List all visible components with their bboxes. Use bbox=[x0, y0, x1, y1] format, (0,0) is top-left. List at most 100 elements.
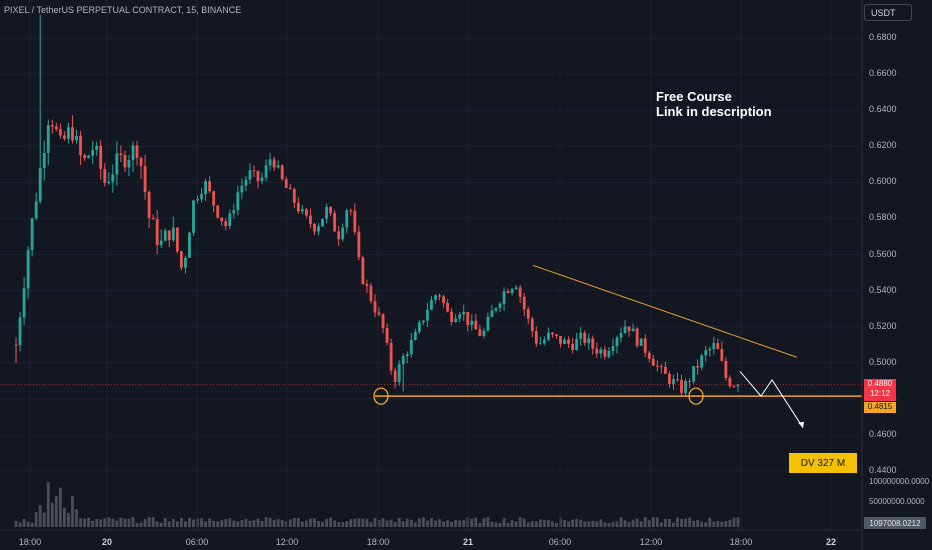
volume-bar bbox=[732, 517, 736, 527]
candle bbox=[333, 210, 337, 232]
candle bbox=[579, 326, 583, 346]
candle bbox=[514, 284, 518, 290]
volume-bar bbox=[179, 518, 183, 527]
volume-bar bbox=[50, 502, 54, 527]
volume-bar bbox=[228, 518, 232, 527]
candle bbox=[216, 205, 220, 219]
currency-selector[interactable]: USDT bbox=[864, 4, 912, 21]
volume-bar bbox=[434, 520, 437, 527]
trendline[interactable] bbox=[532, 264, 798, 358]
candle bbox=[728, 375, 732, 389]
candle bbox=[530, 316, 534, 338]
volume-bar bbox=[595, 521, 599, 527]
time-tick: 18:00 bbox=[729, 537, 753, 547]
candle bbox=[147, 190, 151, 229]
candle bbox=[67, 122, 70, 144]
candle bbox=[309, 208, 312, 229]
support-touch-circle-right[interactable] bbox=[688, 387, 704, 405]
candle bbox=[175, 227, 179, 254]
volume-bar bbox=[42, 512, 46, 527]
volume-bar bbox=[184, 521, 187, 527]
candle bbox=[14, 337, 18, 363]
chart-annotation[interactable]: Free Course Link in description bbox=[656, 89, 772, 119]
volume-bar bbox=[720, 521, 724, 527]
price-tick: 0.5200 bbox=[869, 320, 897, 331]
volume-bar bbox=[692, 520, 696, 527]
dv-label[interactable]: DV 327 M bbox=[789, 453, 857, 473]
candle bbox=[228, 209, 232, 230]
candle bbox=[50, 119, 54, 134]
volume-bar bbox=[421, 517, 425, 527]
price-tick: 0.4600 bbox=[869, 428, 897, 439]
annotation-line-2: Link in description bbox=[656, 104, 772, 119]
candle bbox=[635, 327, 639, 349]
candle bbox=[708, 346, 712, 357]
projection-path[interactable] bbox=[739, 371, 804, 428]
candle bbox=[131, 141, 135, 173]
volume-bar bbox=[373, 517, 377, 527]
candle bbox=[212, 190, 216, 213]
candle bbox=[522, 292, 526, 317]
volume-bar bbox=[175, 521, 179, 527]
candle bbox=[462, 304, 466, 321]
candle bbox=[623, 320, 627, 334]
candle bbox=[357, 225, 361, 261]
candle bbox=[450, 307, 454, 326]
volume-bar bbox=[317, 521, 320, 527]
price-tick: 0.6600 bbox=[869, 68, 897, 79]
volume-bar bbox=[603, 522, 607, 527]
volume-bar bbox=[506, 522, 510, 527]
candle bbox=[280, 164, 284, 181]
volume-bar bbox=[240, 520, 244, 527]
support-touch-circle-left[interactable] bbox=[373, 387, 389, 405]
candle bbox=[571, 337, 575, 354]
candle bbox=[119, 145, 123, 163]
volume-bar bbox=[619, 517, 623, 527]
candle bbox=[474, 313, 478, 330]
candle bbox=[232, 203, 236, 219]
volume-bar bbox=[736, 517, 740, 527]
candle bbox=[575, 332, 579, 351]
volume-bar bbox=[583, 521, 587, 527]
volume-bar bbox=[26, 521, 30, 527]
volume-bar bbox=[567, 521, 570, 527]
candle bbox=[732, 384, 736, 388]
candle bbox=[325, 203, 328, 223]
candle bbox=[430, 295, 433, 311]
candle bbox=[300, 204, 304, 215]
candle bbox=[676, 372, 679, 382]
candle bbox=[696, 359, 700, 375]
volume-bar bbox=[470, 518, 474, 527]
volume-bar bbox=[115, 520, 119, 527]
candle bbox=[595, 342, 599, 358]
price-tick: 0.6000 bbox=[869, 176, 897, 187]
chart-title: PIXEL / TetherUS PERPETUAL CONTRACT, 15,… bbox=[4, 5, 242, 15]
candle bbox=[639, 338, 643, 346]
volume-bar bbox=[288, 519, 292, 527]
candle bbox=[655, 360, 659, 372]
volume-bar bbox=[409, 519, 413, 527]
volume-bar bbox=[22, 518, 26, 527]
candle bbox=[434, 294, 437, 304]
candle bbox=[647, 350, 651, 363]
candle bbox=[26, 246, 30, 299]
candle bbox=[337, 225, 341, 246]
candle bbox=[46, 119, 50, 166]
volume-bar bbox=[377, 519, 381, 527]
candle bbox=[71, 115, 74, 144]
volume-bar bbox=[276, 519, 280, 527]
volume-bar bbox=[514, 521, 518, 527]
candle bbox=[712, 336, 716, 355]
candle bbox=[651, 354, 655, 366]
volume-bar bbox=[296, 518, 300, 527]
candle bbox=[563, 337, 566, 345]
candle bbox=[79, 130, 82, 166]
candle bbox=[724, 357, 728, 381]
volume-bar bbox=[292, 517, 296, 527]
candle bbox=[587, 333, 591, 350]
candle bbox=[377, 307, 381, 317]
volume-bar bbox=[353, 518, 357, 527]
time-tick: 12:00 bbox=[275, 537, 299, 547]
volume-bar bbox=[668, 518, 671, 527]
